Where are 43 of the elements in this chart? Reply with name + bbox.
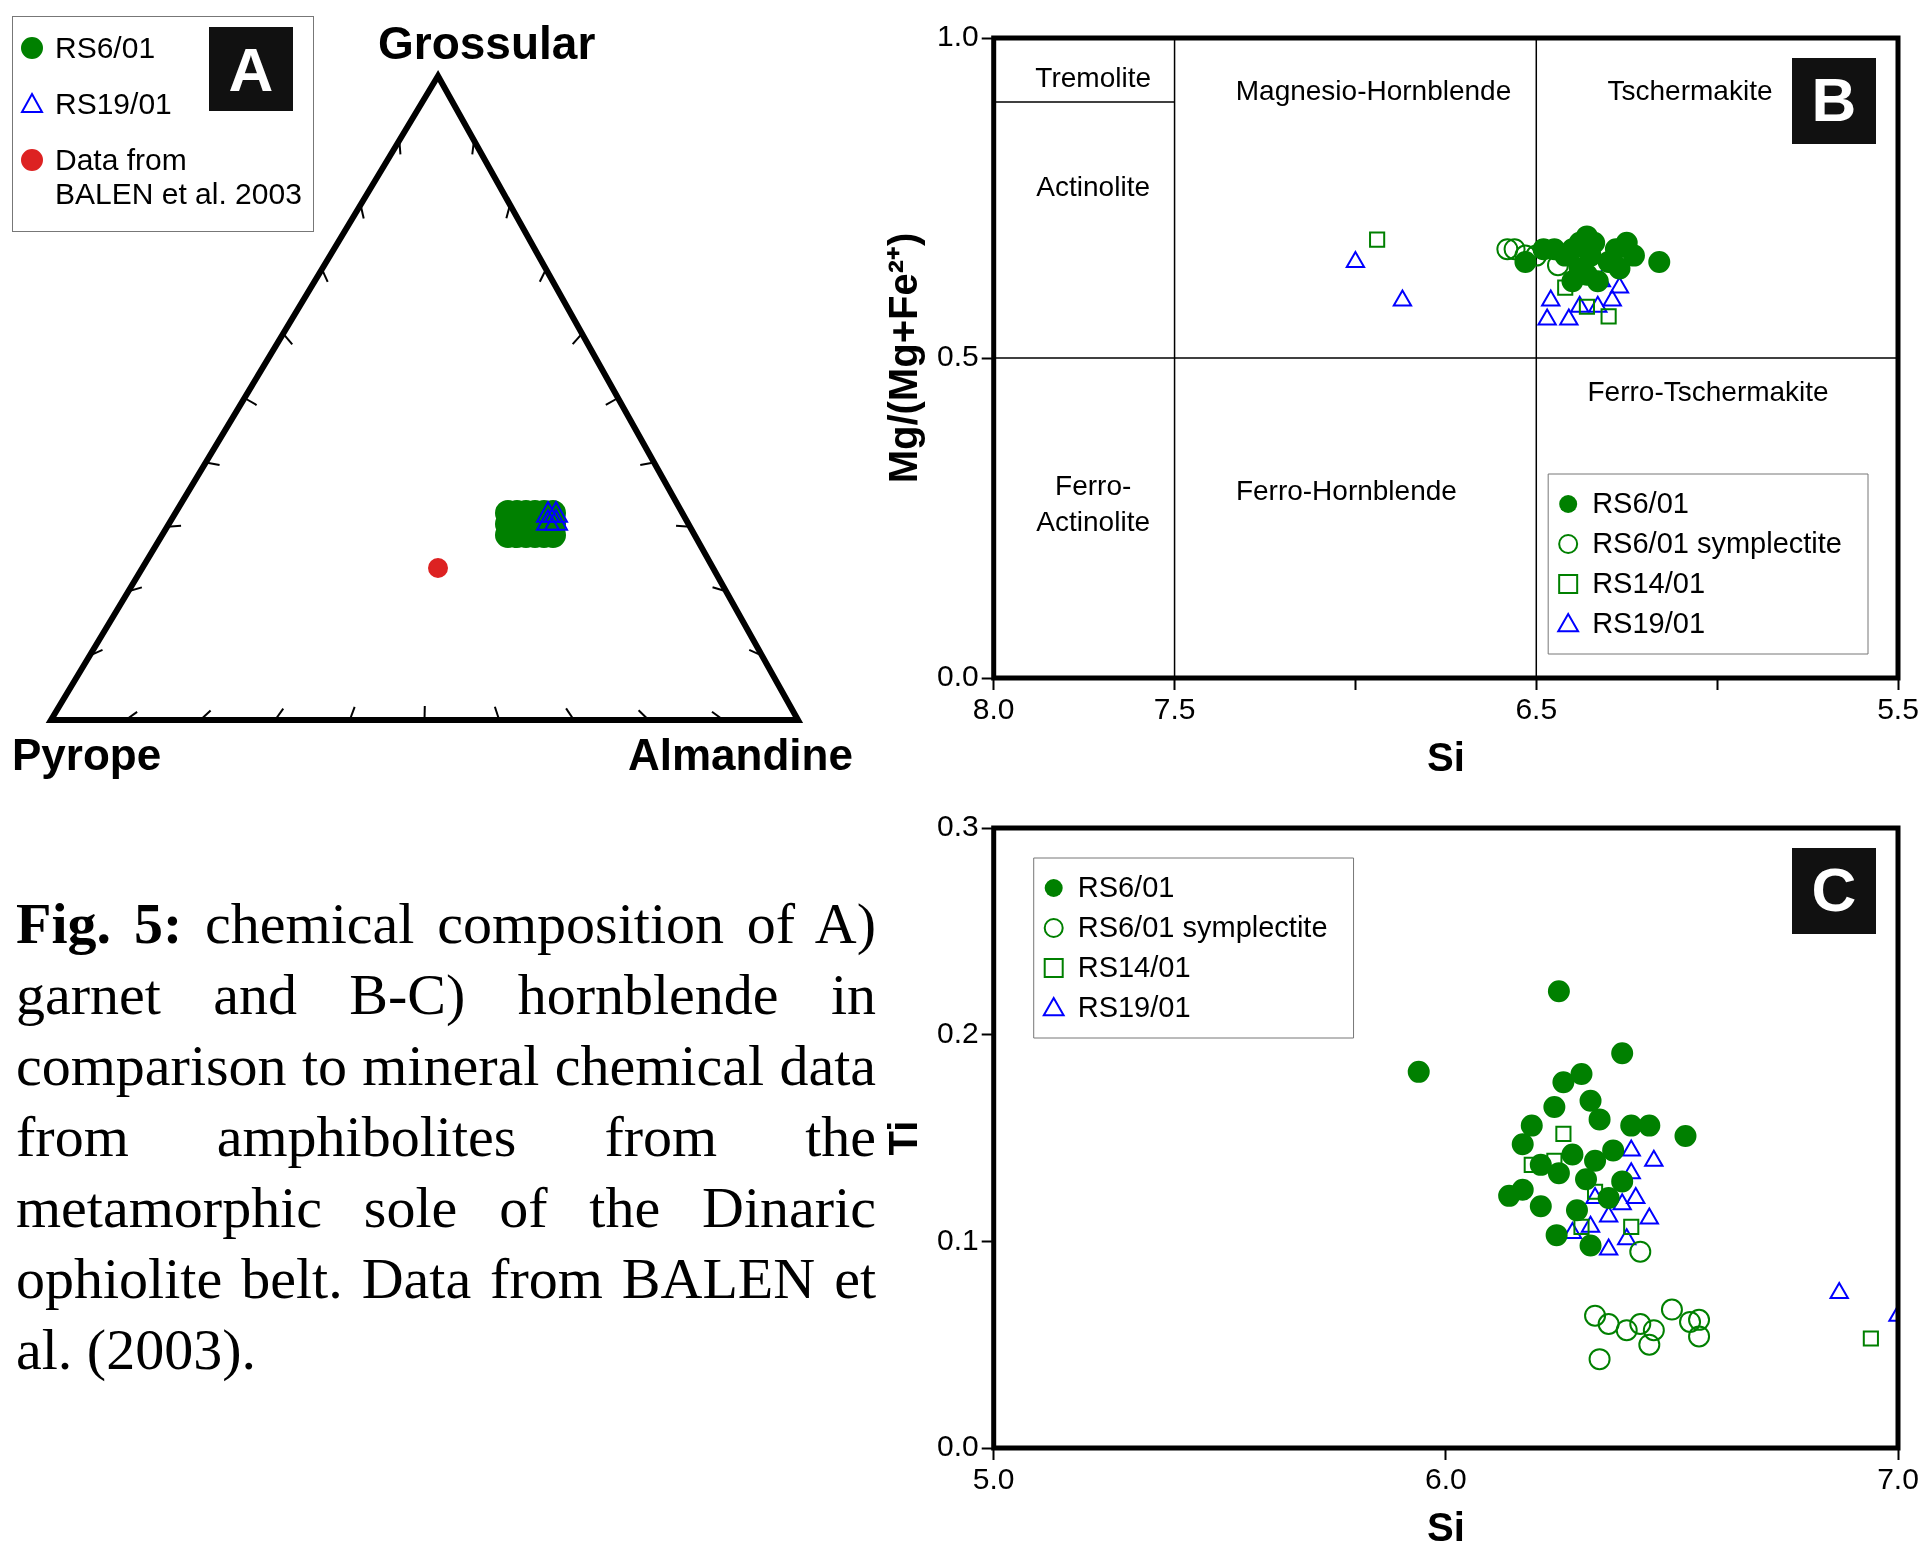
annotation: Ferro-Hornblende (1235, 475, 1457, 507)
x-axis-title: Si (1426, 1505, 1465, 1550)
text: Pyrope (12, 730, 162, 780)
legend-label: Data from BALEN et al. 2003 (55, 143, 302, 211)
legend-label: RS6/01 (1592, 487, 1689, 519)
chart-title: C (1811, 855, 1857, 925)
annotation: Ferro-Tschermakite (1587, 375, 1829, 407)
y-tick-label: 0.0 (936, 1429, 979, 1463)
x-tick-label: 7.5 (1153, 692, 1196, 726)
legend-label: RS6/01 (1077, 871, 1175, 903)
legend-label: RS19/01 (1077, 991, 1191, 1023)
legend-label: RS19/01 (1592, 607, 1706, 639)
y-tick-label: 0.3 (936, 809, 979, 843)
annotation: Ferro- Actinolite (1036, 469, 1150, 537)
y-axis-title: Mg/(Mg+Fe²⁺) (881, 232, 926, 484)
y-tick-label: 0.2 (936, 1015, 979, 1049)
x-tick-label: 6.5 (1515, 692, 1558, 726)
chart-title: B (1811, 65, 1857, 135)
caption: Fig. 5: chemical composition of A) garnet and B-C) hornblende in comparison to mineral chemical data from amphibolites from the metamorphic sole of the Dinaric ophiolite belt. Data from BALEN et al. (2003). (16, 890, 877, 1384)
x-tick-label: 8.0 (972, 692, 1015, 726)
y-tick-label: 0.0 (936, 659, 979, 693)
annotation: Actinolite (1036, 171, 1150, 203)
y-tick-label: 1.0 (936, 19, 979, 53)
annotation: Tremolite (1035, 62, 1151, 94)
legend-label: RS6/01 symplectite (1592, 527, 1842, 559)
legend-label: RS6/01 (55, 31, 156, 65)
legend-label: RS6/01 symplectite (1077, 911, 1328, 943)
legend-label: RS19/01 (55, 87, 172, 121)
text: A (209, 27, 293, 111)
legend-label: RS14/01 (1077, 951, 1191, 983)
annotation: Tschermakite (1607, 75, 1773, 107)
text: Grossular (378, 16, 596, 70)
x-axis-title: Si (1426, 735, 1465, 780)
text: Almandine (628, 730, 853, 780)
y-axis-title: Ti (881, 1120, 926, 1156)
x-tick-label: 5.0 (972, 1462, 1015, 1496)
x-tick-label: 6.0 (1424, 1462, 1467, 1496)
y-tick-label: 0.5 (936, 339, 979, 373)
annotation: Magnesio-Hornblende (1235, 75, 1512, 107)
x-tick-label: 5.5 (1877, 692, 1919, 726)
legend-label: RS14/01 (1592, 567, 1706, 599)
x-tick-label: 7.0 (1877, 1462, 1919, 1496)
y-tick-label: 0.1 (936, 1222, 979, 1256)
